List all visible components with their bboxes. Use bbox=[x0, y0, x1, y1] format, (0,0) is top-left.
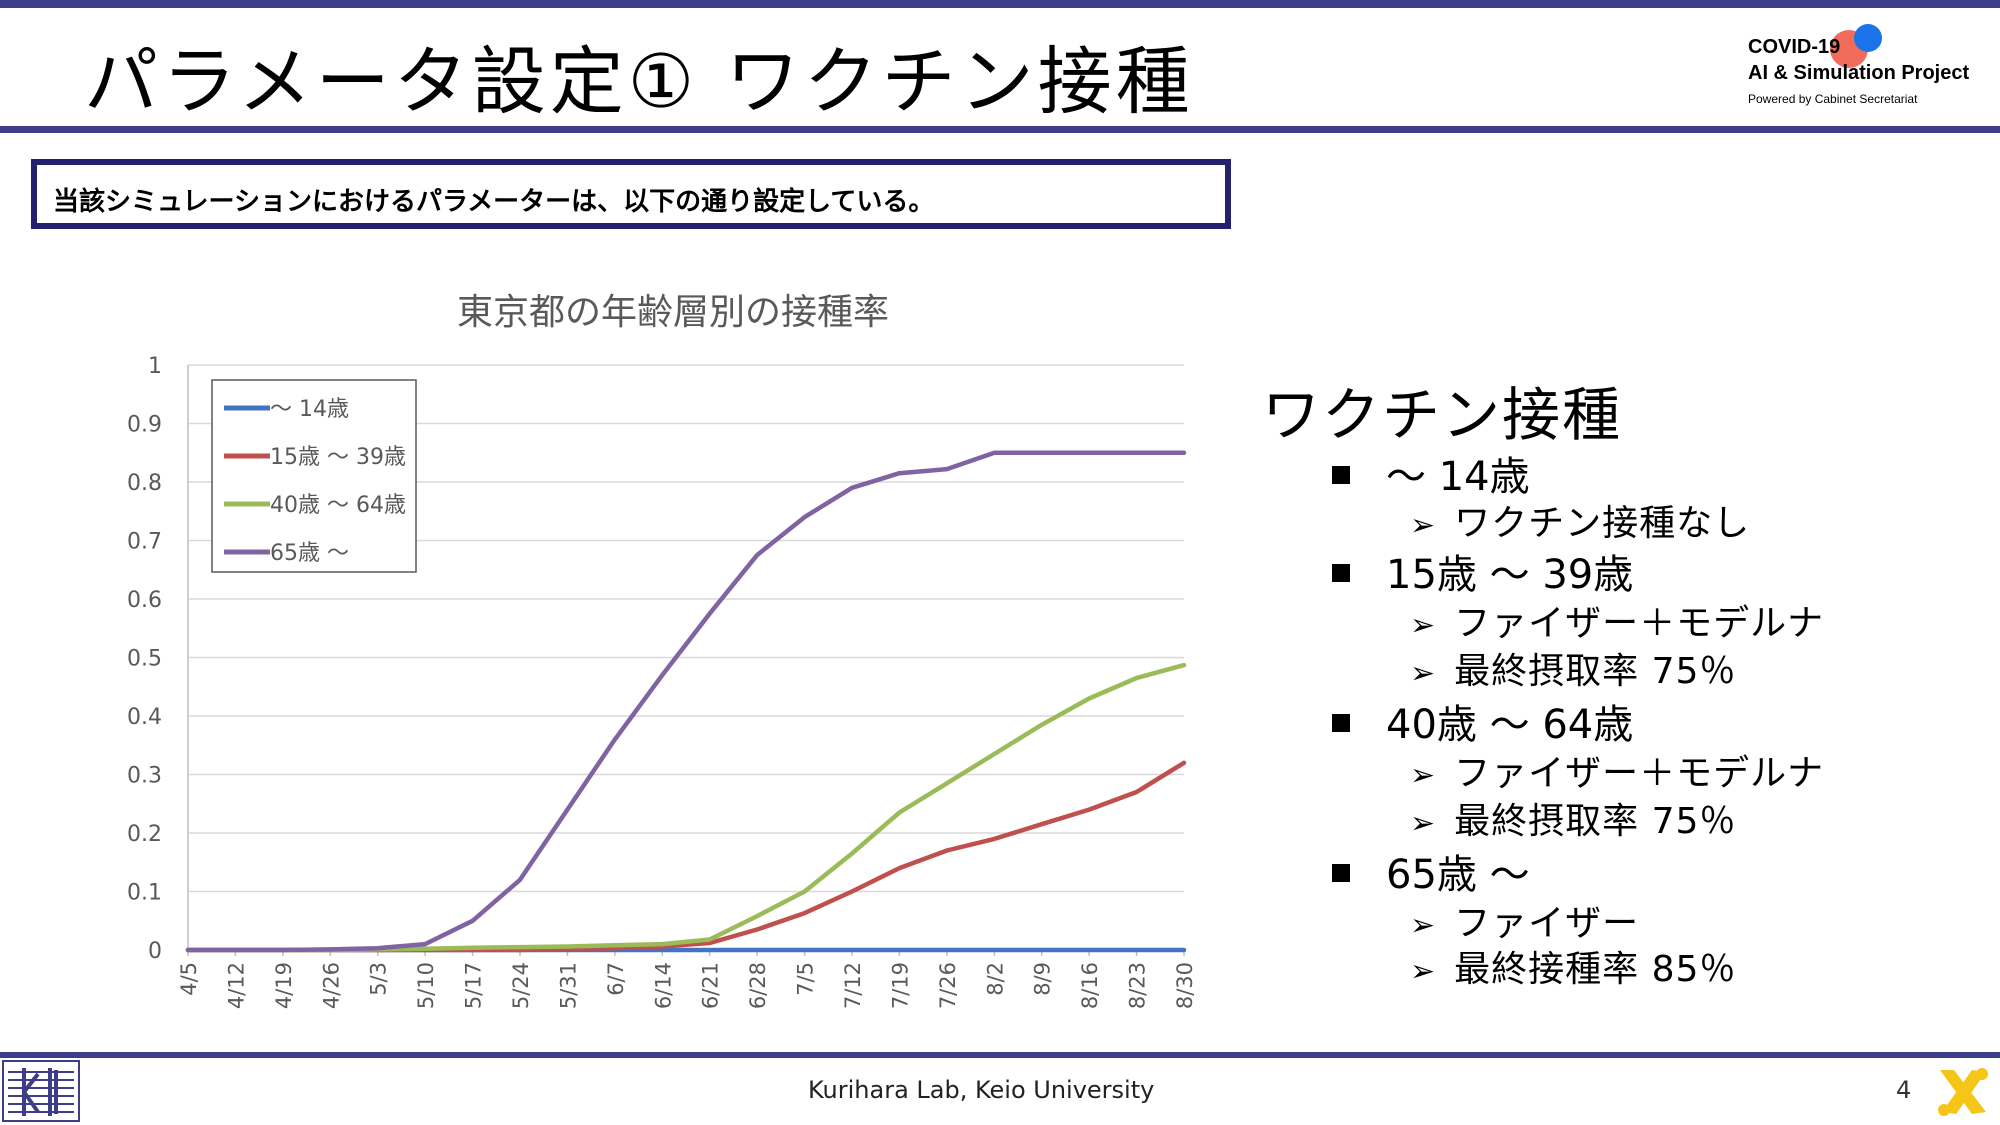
x-tick-label: 4/5 bbox=[177, 962, 201, 996]
bullet-square-icon bbox=[1332, 564, 1350, 582]
chart-series bbox=[185, 450, 1187, 953]
x-tick-label: 6/21 bbox=[699, 962, 723, 1009]
legend-box bbox=[211, 379, 417, 573]
group-0-14: ～ 14歳 bbox=[1332, 444, 1530, 502]
y-tick-label: 0.9 bbox=[127, 413, 162, 438]
x-tick-label: 8/30 bbox=[1173, 962, 1197, 1009]
y-tick-label: 0.2 bbox=[127, 822, 162, 847]
notice-text: 当該シミュレーションにおけるパラメーターは、以下の通り設定している。 bbox=[53, 187, 935, 217]
group-65-plus-item-1: ➢ ファイザー bbox=[1410, 894, 1639, 946]
group-label: 65歳 ～ bbox=[1386, 852, 1530, 898]
x-tick-label: 8/23 bbox=[1126, 962, 1150, 1009]
group-65-plus-item-2: ➢ 最終接種率 85％ bbox=[1410, 940, 1736, 992]
item-text: ファイザー bbox=[1454, 903, 1640, 944]
x-tick-label: 8/16 bbox=[1078, 962, 1102, 1009]
tools-icon bbox=[1938, 1068, 1988, 1116]
arrow-bullet-icon: ➢ bbox=[1410, 908, 1437, 943]
top-bar bbox=[0, 0, 2000, 8]
x-tick-label: 7/5 bbox=[794, 962, 818, 996]
x-tick-label: 5/24 bbox=[509, 962, 533, 1009]
bullet-square-icon bbox=[1332, 864, 1350, 882]
series-line-3 bbox=[185, 450, 1187, 953]
group-label: 15歳 ～ 39歳 bbox=[1386, 552, 1634, 598]
x-tick-label: 8/9 bbox=[1031, 962, 1055, 996]
footer-credit: Kurihara Lab, Keio University bbox=[808, 1076, 1155, 1104]
x-axis-ticks: 4/5 4/12 4/19 4/26 5/3 5/10 5/17 5/24 5/31 6/7 6/1… bbox=[177, 962, 1197, 1009]
bullet-square-icon bbox=[1332, 714, 1350, 732]
chart-legend: ～ 14歳 15歳 ～ 39歳 40歳 ～ 64歳 65歳 ～ bbox=[211, 379, 417, 573]
item-text: ファイザー＋モデルナ bbox=[1454, 753, 1825, 794]
x-tick-label: 8/2 bbox=[983, 962, 1007, 996]
y-tick-label: 0.5 bbox=[127, 647, 162, 672]
y-tick-label: 0.1 bbox=[127, 881, 162, 906]
group-label: ～ 14歳 bbox=[1386, 454, 1530, 500]
project-logo: COVID-19 AI & Simulation Project Powered… bbox=[1746, 22, 1986, 122]
group-0-14-item: ➢ ワクチン接種なし bbox=[1410, 494, 1750, 546]
y-tick-label: 1 bbox=[148, 354, 162, 379]
parameters-heading: ワクチン接種 bbox=[1262, 381, 1623, 449]
arrow-bullet-icon: ➢ bbox=[1410, 656, 1437, 691]
logo-line-2: AI & Simulation Project bbox=[1748, 62, 1970, 84]
legend-label: ～ 14歳 bbox=[270, 397, 349, 422]
lab-logo bbox=[2, 1060, 80, 1122]
arrow-bullet-icon: ➢ bbox=[1410, 508, 1437, 543]
bullet-square-icon bbox=[1332, 466, 1350, 484]
group-65-plus: 65歳 ～ bbox=[1332, 842, 1530, 900]
x-tick-label: 4/19 bbox=[272, 962, 296, 1009]
slide-title: パラメータ設定① ワクチン接種 bbox=[84, 39, 1194, 125]
x-tick-label: 7/12 bbox=[841, 962, 865, 1009]
group-40-64-item-2: ➢ 最終摂取率 75％ bbox=[1410, 792, 1736, 844]
group-40-64-item-1: ➢ ファイザー＋モデルナ bbox=[1410, 744, 1824, 796]
legend-label: 15歳 ～ 39歳 bbox=[270, 445, 406, 470]
x-tick-label: 5/10 bbox=[414, 962, 438, 1009]
lab-logo-icon bbox=[8, 1068, 74, 1116]
group-15-39-item-2: ➢ 最終摂取率 75％ bbox=[1410, 642, 1736, 694]
logo-line-1: COVID-19 bbox=[1748, 36, 1841, 58]
page-number: 4 bbox=[1896, 1076, 1912, 1104]
item-text: 最終摂取率 75％ bbox=[1454, 651, 1737, 692]
x-tick-label: 5/3 bbox=[367, 962, 391, 996]
header-divider bbox=[0, 126, 2000, 133]
chart-title: 東京都の年齢層別の接種率 bbox=[457, 292, 889, 333]
x-tick-label: 5/17 bbox=[462, 962, 486, 1009]
y-tick-label: 0.3 bbox=[127, 764, 162, 789]
group-15-39-item-1: ➢ ファイザー＋モデルナ bbox=[1410, 594, 1824, 646]
item-text: ファイザー＋モデルナ bbox=[1454, 603, 1825, 644]
legend-label: 40歳 ～ 64歳 bbox=[270, 493, 406, 518]
x-tick-label: 5/31 bbox=[556, 962, 580, 1009]
y-tick-label: 0 bbox=[148, 939, 162, 964]
arrow-bullet-icon: ➢ bbox=[1410, 806, 1437, 841]
x-tick-label: 7/26 bbox=[936, 962, 960, 1009]
series-line-2 bbox=[185, 662, 1187, 953]
arrow-bullet-icon: ➢ bbox=[1410, 608, 1437, 643]
x-tick-label: 6/28 bbox=[746, 962, 770, 1009]
logo-line-3: Powered by Cabinet Secretariat bbox=[1748, 92, 1918, 106]
y-tick-label: 0.4 bbox=[127, 705, 162, 730]
y-tick-label: 0.8 bbox=[127, 471, 162, 496]
x-tick-label: 6/7 bbox=[604, 962, 628, 996]
footer-divider bbox=[0, 1052, 2000, 1058]
x-tick-label: 7/19 bbox=[888, 962, 912, 1009]
item-text: 最終摂取率 75％ bbox=[1454, 801, 1737, 842]
y-tick-label: 0.7 bbox=[127, 530, 162, 555]
item-text: 最終接種率 85％ bbox=[1454, 949, 1737, 990]
legend-label: 65歳 ～ bbox=[270, 541, 349, 566]
series-line-1 bbox=[185, 760, 1187, 953]
y-axis-ticks: 0 0.1 0.2 0.3 0.4 0.5 0.6 0.7 0.8 0.9 1 bbox=[127, 354, 162, 964]
x-tick-label: 4/26 bbox=[319, 962, 343, 1009]
x-tick-label: 6/14 bbox=[651, 962, 675, 1009]
logo-blue-dot bbox=[1854, 24, 1882, 52]
y-tick-label: 0.6 bbox=[127, 588, 162, 613]
group-label: 40歳 ～ 64歳 bbox=[1386, 702, 1634, 748]
notice-box: 当該シミュレーションにおけるパラメーターは、以下の通り設定している。 bbox=[31, 159, 1231, 229]
arrow-bullet-icon: ➢ bbox=[1410, 758, 1437, 793]
x-tick-label: 4/12 bbox=[224, 962, 248, 1009]
group-15-39: 15歳 ～ 39歳 bbox=[1332, 542, 1633, 600]
arrow-bullet-icon: ➢ bbox=[1410, 954, 1437, 989]
item-text: ワクチン接種なし bbox=[1454, 503, 1751, 544]
group-40-64: 40歳 ～ 64歳 bbox=[1332, 692, 1633, 750]
vaccination-rate-chart: 東京都の年齢層別の接種率 0 0.1 0.2 0.3 0.4 0.5 0.6 0.7 0.8 0.… bbox=[127, 292, 1197, 1009]
